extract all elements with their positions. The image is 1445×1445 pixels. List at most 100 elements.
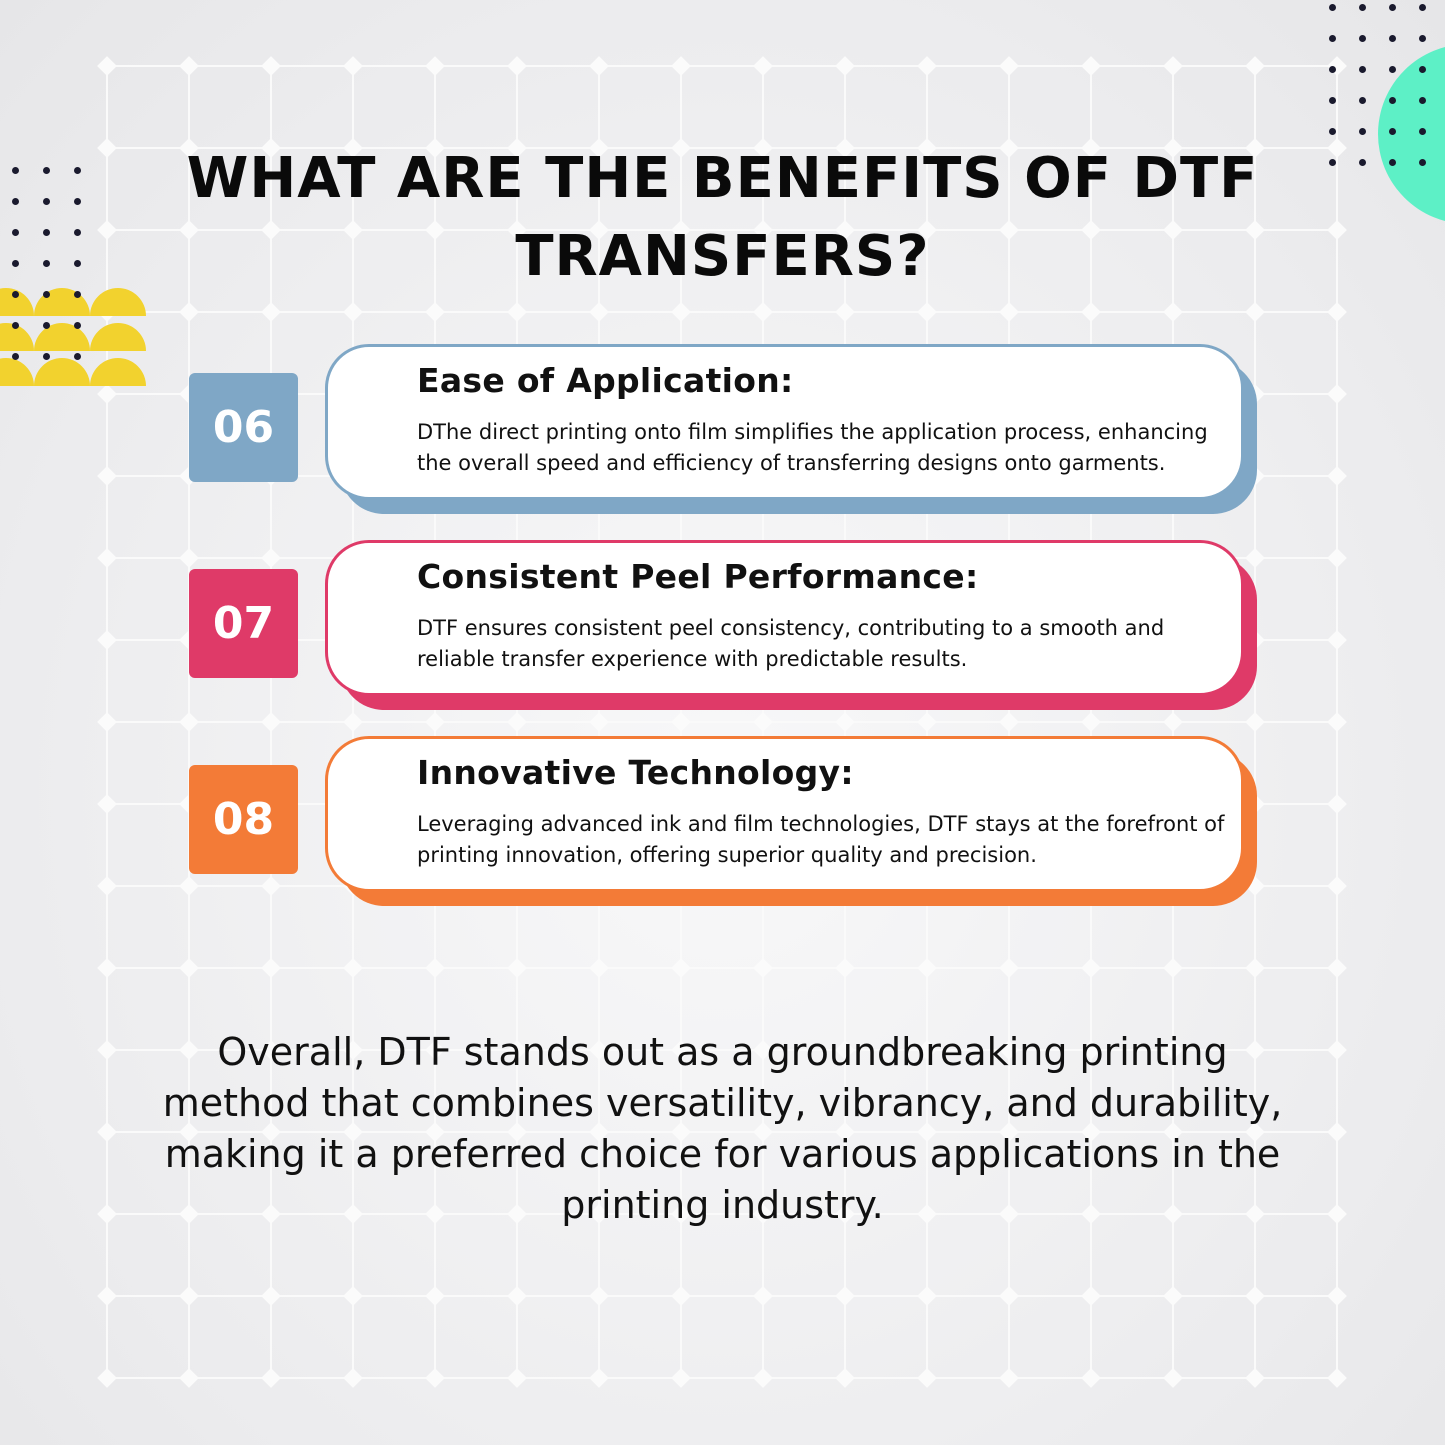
grid-node xyxy=(999,56,1019,76)
grid-node xyxy=(1163,1368,1183,1388)
grid-node xyxy=(507,1204,527,1224)
grid-node xyxy=(589,712,609,732)
grid-node xyxy=(179,220,199,240)
grid-node xyxy=(835,958,855,978)
grid-node xyxy=(1327,794,1347,814)
grid-node xyxy=(589,302,609,322)
grid-node xyxy=(261,712,281,732)
grid-node xyxy=(1081,958,1101,978)
grid-node xyxy=(671,302,691,322)
grid-node xyxy=(1245,1368,1265,1388)
grid-node xyxy=(179,302,199,322)
grid-node xyxy=(1327,384,1347,404)
grid-node xyxy=(1245,958,1265,978)
grid-node xyxy=(917,958,937,978)
mint-circle-decoration xyxy=(1378,47,1445,221)
dot xyxy=(12,260,19,267)
grid-node xyxy=(1327,630,1347,650)
dot xyxy=(43,229,50,236)
grid-node xyxy=(343,1286,363,1306)
grid-node xyxy=(1163,958,1183,978)
grid-node xyxy=(425,56,445,76)
grid-node xyxy=(1245,712,1265,732)
grid-node xyxy=(261,1368,281,1388)
grid-node xyxy=(753,1122,773,1142)
dot xyxy=(12,291,19,298)
number-badge: 06 xyxy=(189,373,298,482)
grid-node xyxy=(1163,138,1183,158)
grid-node xyxy=(1327,1122,1347,1142)
grid-node xyxy=(1163,302,1183,322)
grid-node xyxy=(97,958,117,978)
benefit-card: Innovative Technology: Leveraging advanc… xyxy=(325,736,1244,892)
grid-node xyxy=(343,1122,363,1142)
benefit-text: Leveraging advanced ink and film technol… xyxy=(417,812,1225,867)
grid-node xyxy=(671,56,691,76)
grid-node xyxy=(97,1122,117,1142)
grid-node xyxy=(179,1122,199,1142)
dot xyxy=(1329,4,1336,11)
dot xyxy=(74,291,81,298)
dot xyxy=(1359,66,1366,73)
dot xyxy=(1329,128,1336,135)
page-title: WHAT ARE THE BENEFITS OF DTF TRANSFERS? xyxy=(186,146,1259,289)
dot xyxy=(1389,128,1396,135)
grid-node xyxy=(671,1204,691,1224)
grid-node xyxy=(179,876,199,896)
grid-node xyxy=(343,302,363,322)
grid-node xyxy=(671,1286,691,1306)
grid-node xyxy=(425,138,445,158)
dot xyxy=(12,353,19,360)
grid-node xyxy=(1327,1368,1347,1388)
grid-node xyxy=(753,958,773,978)
grid-node xyxy=(179,1040,199,1060)
dot xyxy=(1389,35,1396,42)
grid-node xyxy=(97,1286,117,1306)
grid-node xyxy=(1327,302,1347,322)
dot xyxy=(43,167,50,174)
grid-node xyxy=(753,1368,773,1388)
grid-node xyxy=(835,1204,855,1224)
grid-node xyxy=(1245,56,1265,76)
grid-node xyxy=(1245,1286,1265,1306)
grid-node xyxy=(835,1368,855,1388)
dot xyxy=(1419,128,1426,135)
grid-node xyxy=(999,302,1019,322)
grid-node xyxy=(917,1286,937,1306)
grid-node xyxy=(589,1040,609,1060)
grid-node xyxy=(425,1040,445,1060)
dot xyxy=(1419,97,1426,104)
grid-node xyxy=(917,712,937,732)
grid-node xyxy=(1245,1204,1265,1224)
grid-node xyxy=(97,876,117,896)
grid-node xyxy=(589,56,609,76)
dot xyxy=(1359,128,1366,135)
grid-node xyxy=(261,548,281,568)
grid-node xyxy=(1081,138,1101,158)
grid-node xyxy=(179,712,199,732)
dot xyxy=(43,322,50,329)
grid-node xyxy=(261,958,281,978)
benefit-heading: Innovative Technology: xyxy=(417,753,854,792)
grid-node xyxy=(261,56,281,76)
grid-node xyxy=(97,1204,117,1224)
grid-node xyxy=(1245,138,1265,158)
grid-node xyxy=(835,302,855,322)
grid-node xyxy=(1081,1204,1101,1224)
dot xyxy=(43,260,50,267)
grid-node xyxy=(507,1286,527,1306)
grid-node xyxy=(507,958,527,978)
grid-node xyxy=(1327,220,1347,240)
grid-node xyxy=(835,712,855,732)
grid-node xyxy=(179,1204,199,1224)
grid-node xyxy=(261,1286,281,1306)
grid-node xyxy=(97,56,117,76)
grid-node xyxy=(261,1040,281,1060)
grid-node xyxy=(1163,1040,1183,1060)
dot xyxy=(12,229,19,236)
grid-node xyxy=(507,302,527,322)
grid-node xyxy=(917,1040,937,1060)
grid-node xyxy=(1327,138,1347,158)
grid-node xyxy=(343,138,363,158)
grid-node xyxy=(1081,712,1101,732)
